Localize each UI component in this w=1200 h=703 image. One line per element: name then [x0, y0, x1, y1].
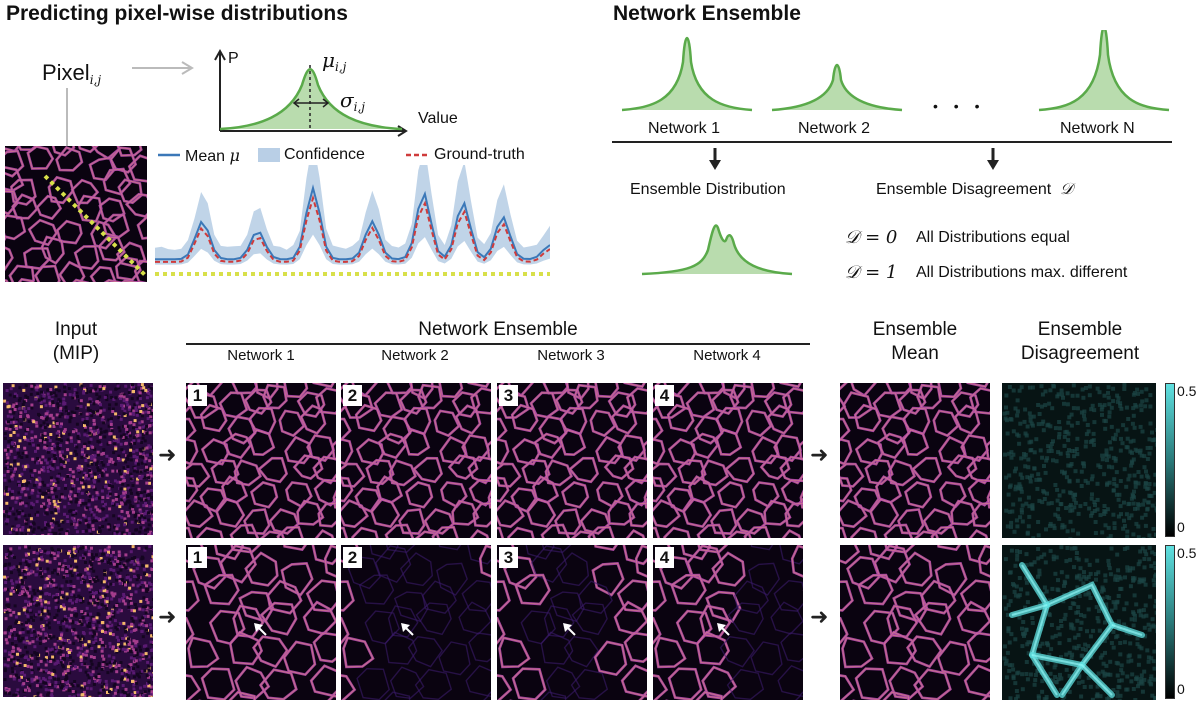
arrow-right-icon: ➜	[158, 442, 177, 467]
pixel-distribution-diagram	[214, 48, 408, 137]
ensemble-distribution-label: Ensemble Distribution	[630, 181, 786, 198]
input-image-row1	[3, 383, 153, 535]
net-2-header: Network 2	[381, 347, 449, 364]
network-3-image-row1: 3	[497, 383, 647, 538]
pixel-connector-line	[66, 88, 68, 146]
badge-3: 3	[499, 547, 518, 568]
disagreement-image-row1	[1002, 383, 1156, 538]
network-2-image-row1: 2	[341, 383, 491, 538]
network-1-image-row2: 1	[186, 545, 336, 700]
legend-mean-label: Mean μ	[185, 146, 240, 165]
ensemble-disagreement-arrow	[987, 148, 999, 170]
arrow-right-icon: ➜	[810, 442, 829, 467]
colorbar-min-row1: 0	[1177, 519, 1185, 535]
network-2-label: Network 2	[798, 120, 871, 137]
panel-a-title: Predicting pixel-wise distributions	[6, 2, 348, 25]
panel-b-title: Network Ensemble	[613, 2, 801, 25]
ellipsis: • • •	[933, 98, 986, 114]
disagreement-header: Ensemble Disagreement	[1020, 319, 1140, 364]
ensemble-distribution-arrow	[709, 148, 721, 170]
ensemble-distribution-curve	[641, 224, 793, 276]
intensity-profile-plot	[155, 165, 550, 276]
colorbar-max-row2: 0.5	[1177, 545, 1197, 561]
network-n-label: Network N	[1060, 120, 1135, 137]
network-distributions	[621, 30, 1170, 112]
d-equals-one: 𝒟 = 1	[845, 262, 898, 283]
network-1-image-row1: 1	[186, 383, 336, 538]
network-4-image-row1: 4	[653, 383, 803, 538]
disagreement-image-row2	[1002, 545, 1156, 700]
arrow-right-icon: ➜	[158, 604, 177, 629]
panel-b-rule	[612, 141, 1172, 143]
net-4-header: Network 4	[693, 347, 761, 364]
net-3-header: Network 3	[537, 347, 605, 364]
sigma-label: σi,j	[340, 88, 366, 114]
ensemble-disagreement-label: Ensemble Disagreement 𝒟	[876, 179, 1073, 198]
ensemble-mean-image-row1	[840, 383, 990, 538]
badge-2: 2	[343, 547, 362, 568]
badge-4: 4	[655, 385, 674, 406]
net-1-header: Network 1	[227, 347, 295, 364]
pixel-sample-image	[5, 146, 147, 282]
mean-header: Ensemble Mean	[872, 319, 958, 364]
pixel-label: Pixeli,j	[42, 60, 102, 87]
badge-2: 2	[343, 385, 362, 406]
ensemble-header: Network Ensemble	[418, 319, 578, 340]
input-header: Input (MIP)	[52, 319, 100, 364]
axis-p-label: P	[228, 50, 239, 67]
d-equals-zero: 𝒟 = 0	[845, 227, 898, 248]
pixel-to-distribution-arrow	[132, 61, 194, 75]
ensemble-header-rule	[186, 343, 810, 345]
d-equals-one-text: All Distributions max. different	[916, 264, 1128, 281]
legend-mean-swatch	[158, 153, 180, 157]
network-2-image-row2: 2	[341, 545, 491, 700]
badge-1: 1	[188, 547, 207, 568]
colorbar-max-row1: 0.5	[1177, 383, 1197, 399]
colorbar-min-row2: 0	[1177, 681, 1185, 697]
badge-1: 1	[188, 385, 207, 406]
legend-confidence-label: Confidence	[284, 146, 365, 163]
colorbar-row1	[1165, 383, 1175, 537]
network-3-image-row2: 3	[497, 545, 647, 700]
badge-3: 3	[499, 385, 518, 406]
network-1-label: Network 1	[648, 120, 721, 137]
input-image-row2	[3, 545, 153, 697]
badge-4: 4	[655, 547, 674, 568]
legend-confidence-swatch	[258, 148, 280, 162]
network-4-image-row2: 4	[653, 545, 803, 700]
d-equals-zero-text: All Distributions equal	[916, 229, 1070, 246]
legend-ground-truth-label: Ground-truth	[434, 146, 525, 163]
mu-label: μi,j	[322, 48, 347, 74]
colorbar-row2	[1165, 545, 1175, 699]
axis-value-label: Value	[418, 110, 458, 127]
ensemble-mean-image-row2	[840, 545, 990, 700]
arrow-right-icon: ➜	[810, 604, 829, 629]
legend-ground-truth-swatch	[406, 153, 428, 157]
